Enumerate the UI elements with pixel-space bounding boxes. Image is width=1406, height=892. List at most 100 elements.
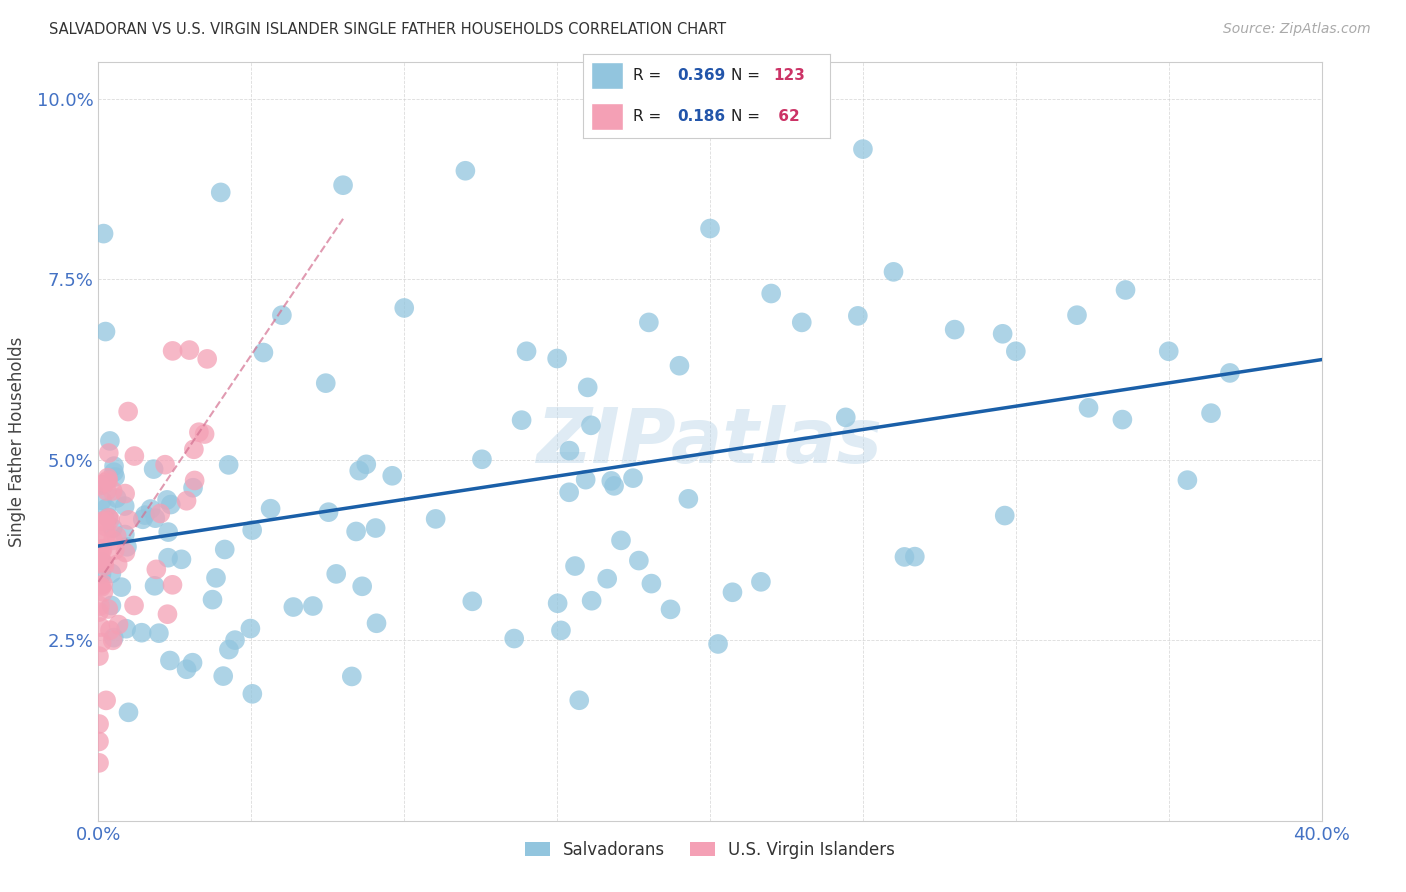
Salvadorans [1177,473,1199,487]
U.S. Virgin Islanders [101,533,124,548]
U.S. Virgin Islanders [87,756,110,770]
Salvadorans [159,498,181,512]
U.S. Virgin Islanders [107,617,129,632]
Salvadorans [1199,406,1222,420]
Salvadorans [332,178,354,193]
Salvadorans [835,410,858,425]
U.S. Virgin Islanders [89,532,111,546]
U.S. Virgin Islanders [101,483,124,498]
U.S. Virgin Islanders [183,474,205,488]
Salvadorans [425,512,447,526]
U.S. Virgin Islanders [98,624,121,638]
U.S. Virgin Islanders [89,551,111,566]
Salvadorans [97,510,120,524]
Salvadorans [159,654,181,668]
Salvadorans [610,533,633,548]
U.S. Virgin Islanders [97,446,120,460]
Salvadorans [91,478,114,492]
Salvadorans [148,626,170,640]
Salvadorans [846,309,869,323]
Bar [591,62,623,89]
Salvadorans [364,521,387,535]
Salvadorans [347,464,370,478]
U.S. Virgin Islanders [91,577,114,591]
U.S. Virgin Islanders [101,633,124,648]
Salvadorans [340,669,363,683]
U.S. Virgin Islanders [90,514,112,528]
Salvadorans [270,308,292,322]
Salvadorans [1157,344,1180,359]
Salvadorans [240,523,263,537]
Salvadorans [994,508,1017,523]
Salvadorans [105,491,128,505]
U.S. Virgin Islanders [87,734,110,748]
U.S. Virgin Islanders [94,693,117,707]
U.S. Virgin Islanders [96,527,118,541]
Salvadorans [1219,366,1241,380]
Salvadorans [621,471,644,485]
Salvadorans [707,637,730,651]
Salvadorans [209,186,232,200]
U.S. Virgin Islanders [94,514,117,528]
Salvadorans [142,462,165,476]
U.S. Virgin Islanders [89,478,111,492]
Salvadorans [103,459,125,474]
Salvadorans [749,574,772,589]
Salvadorans [302,599,325,613]
Salvadorans [640,576,662,591]
U.S. Virgin Islanders [114,545,136,559]
Salvadorans [101,521,124,535]
Salvadorans [115,622,138,636]
Salvadorans [991,326,1014,341]
U.S. Virgin Islanders [90,541,112,556]
Bar [591,103,623,130]
Salvadorans [568,693,591,707]
U.S. Virgin Islanders [117,404,139,418]
Salvadorans [104,470,127,484]
Salvadorans [579,418,602,433]
Salvadorans [205,571,228,585]
Salvadorans [91,493,114,508]
Salvadorans [600,474,623,488]
Salvadorans [659,602,682,616]
U.S. Virgin Islanders [176,493,198,508]
U.S. Virgin Islanders [97,511,120,525]
Salvadorans [283,600,305,615]
U.S. Virgin Islanders [114,486,136,500]
U.S. Virgin Islanders [153,458,176,472]
Salvadorans [344,524,367,539]
Salvadorans [214,542,236,557]
Salvadorans [596,572,619,586]
Salvadorans [366,616,388,631]
Salvadorans [100,599,122,613]
Salvadorans [904,549,927,564]
Salvadorans [156,492,179,507]
U.S. Virgin Islanders [104,543,127,558]
Salvadorans [558,443,581,458]
U.S. Virgin Islanders [89,579,111,593]
Salvadorans [1115,283,1137,297]
Salvadorans [94,325,117,339]
Salvadorans [157,525,180,540]
Salvadorans [114,499,136,513]
Salvadorans [558,485,581,500]
Salvadorans [637,315,661,329]
U.S. Virgin Islanders [87,548,110,562]
U.S. Virgin Islanders [194,427,217,442]
Salvadorans [134,508,156,523]
U.S. Virgin Islanders [90,580,112,594]
Salvadorans [91,556,114,570]
Salvadorans [239,622,262,636]
Salvadorans [503,632,526,646]
Salvadorans [117,706,139,720]
U.S. Virgin Islanders [87,717,110,731]
Salvadorans [721,585,744,599]
Salvadorans [90,555,112,569]
Salvadorans [98,434,121,448]
Salvadorans [575,473,598,487]
Salvadorans [381,468,404,483]
U.S. Virgin Islanders [124,449,146,463]
U.S. Virgin Islanders [96,483,118,498]
Salvadorans [132,512,155,526]
Text: 123: 123 [773,68,804,83]
